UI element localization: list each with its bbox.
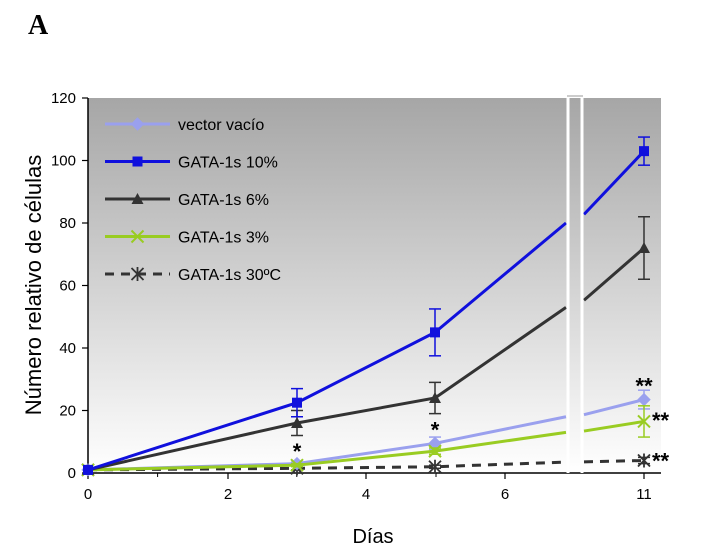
series-layer (81, 136, 651, 477)
series-2 (83, 136, 650, 475)
x-tick-label: 11 (636, 486, 652, 503)
significance-mark: ** (652, 449, 670, 474)
y-tick-label: 120 (51, 90, 76, 107)
plot-area (88, 98, 661, 473)
y-tick-label: 60 (59, 278, 76, 295)
legend-marker (130, 229, 145, 244)
legend-item-3: GATA-1s 6% (105, 192, 269, 209)
axis-break (566, 95, 584, 473)
series-3 (82, 216, 650, 475)
series-line (87, 460, 567, 472)
legend-marker (130, 267, 145, 281)
y-tick-label: 20 (59, 403, 76, 420)
data-point (292, 397, 302, 408)
tick-labels: 0 20 40 60 80 100 120 0 2 4 6 11 (51, 90, 652, 503)
significance-mark: * (431, 417, 440, 442)
legend-label: GATA-1s 6% (178, 192, 269, 209)
legend-label: GATA-1s 10% (178, 155, 278, 172)
data-point (291, 417, 303, 428)
series-line-after-break (583, 246, 645, 302)
panel-letter: A (28, 10, 49, 41)
data-point (639, 146, 649, 157)
y-tick-label: 40 (59, 340, 76, 357)
data-point (430, 327, 440, 338)
y-tick-label: 0 (68, 465, 76, 482)
data-point (637, 453, 651, 468)
x-tick-label: 6 (501, 486, 509, 503)
x-tick-label: 2 (224, 486, 232, 503)
legend-label: vector vacío (178, 117, 264, 134)
legend: vector vacío GATA-1s 10% GATA-1s 6% GATA-1s… (105, 117, 281, 284)
significance-mark: ** (652, 408, 670, 433)
significance-mark: ** (635, 374, 653, 399)
significance-mark: * (293, 439, 302, 464)
series-line (87, 306, 567, 472)
legend-label: GATA-1s 30ºC (178, 267, 281, 284)
series-line-after-break (583, 459, 645, 464)
series-line (87, 221, 567, 472)
legend-marker (130, 117, 145, 131)
data-point (429, 392, 441, 403)
x-tick-label: 0 (84, 486, 92, 503)
legend-item-2: GATA-1s 10% (105, 155, 278, 172)
legend-item-5: GATA-1s 30ºC (105, 267, 281, 284)
data-point (638, 242, 650, 253)
legend-marker (132, 156, 143, 167)
y-tick-label: 80 (59, 215, 76, 232)
legend-label: GATA-1s 3% (178, 230, 269, 247)
x-tick-label: 4 (362, 486, 370, 503)
data-point (290, 458, 304, 472)
annotations: ******** (293, 374, 670, 474)
data-point (637, 414, 651, 429)
series-line-after-break (583, 398, 645, 417)
series-line-after-break (583, 419, 645, 433)
x-axis-label: Días (352, 526, 394, 548)
data-point (83, 464, 93, 475)
data-point (428, 459, 442, 474)
series-line (87, 430, 567, 472)
y-tick-label: 100 (51, 153, 76, 170)
data-point (428, 444, 442, 458)
legend-marker (131, 193, 144, 204)
legend-item-4: GATA-1s 3% (105, 230, 269, 247)
legend-item-1: vector vacío (105, 117, 264, 134)
series-line-after-break (582, 150, 646, 216)
